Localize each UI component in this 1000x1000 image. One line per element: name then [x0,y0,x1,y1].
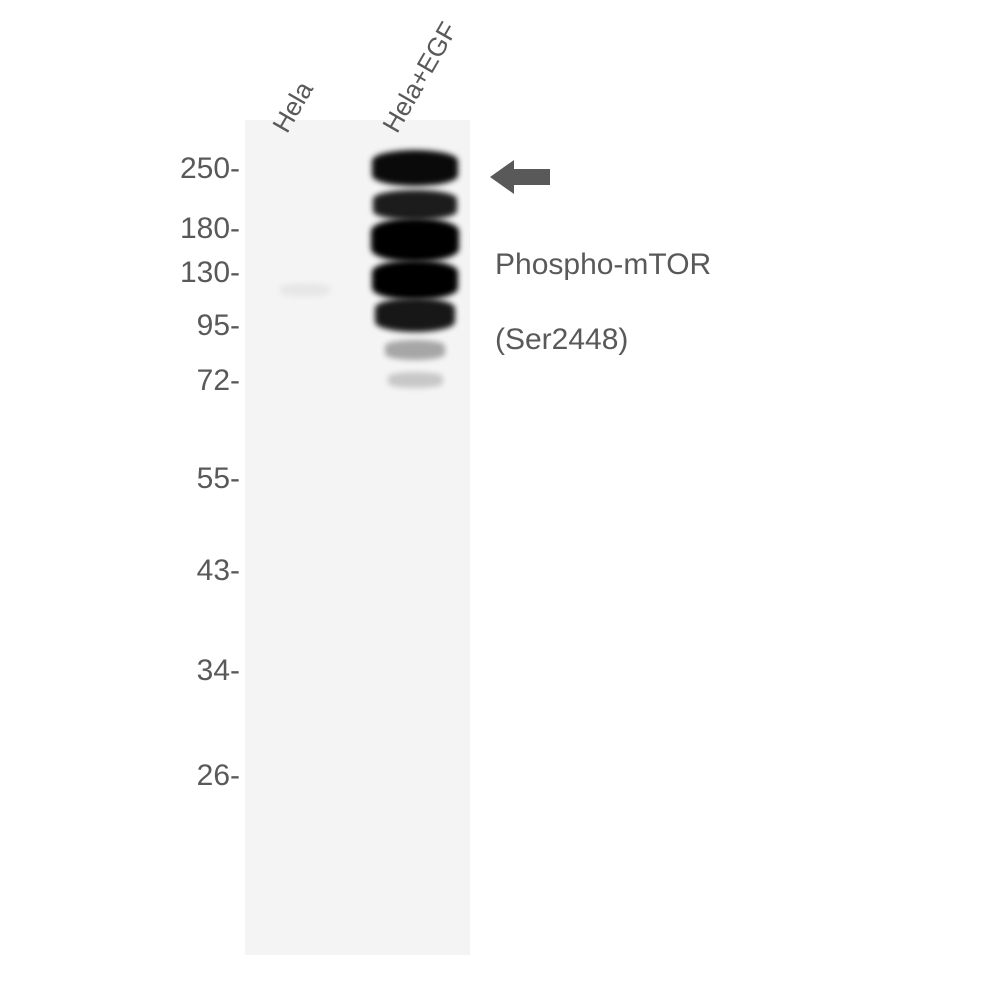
mw-marker: 26- [120,759,240,793]
target-arrow-icon [490,160,550,194]
mw-marker: 180- [120,212,240,246]
band [372,260,458,300]
band [372,150,458,186]
mw-marker: 43- [120,554,240,588]
target-line1: Phospho-mTOR [495,246,711,284]
band [373,190,457,220]
band [280,283,330,297]
band [388,372,443,388]
mw-marker: 72- [120,364,240,398]
band [385,340,445,360]
band [375,298,455,332]
target-label: Phospho-mTOR (Ser2448) [495,208,711,396]
mw-marker: 55- [120,462,240,496]
band [371,218,459,262]
mw-marker: 34- [120,654,240,688]
mw-marker: 95- [120,309,240,343]
target-line2: (Ser2448) [495,321,711,359]
mw-marker: 130- [120,256,240,290]
mw-marker: 250- [120,152,240,186]
